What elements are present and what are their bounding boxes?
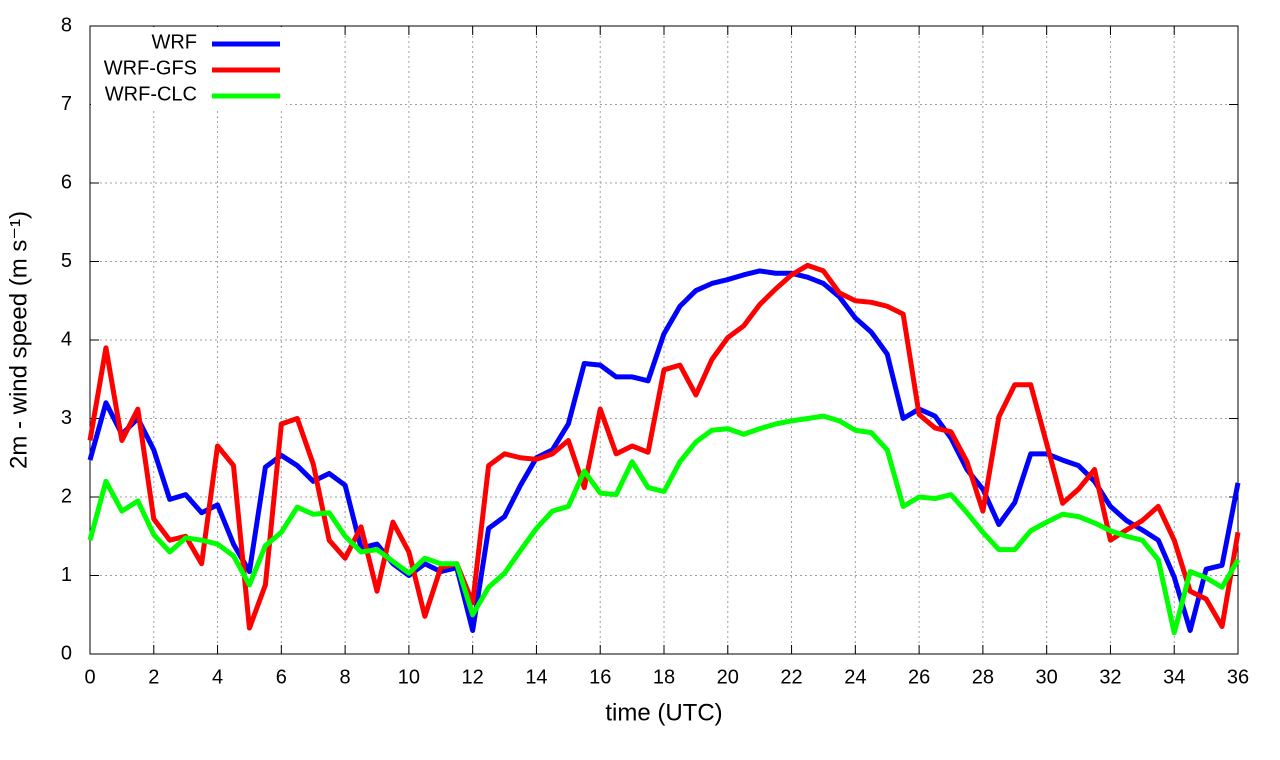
- legend-label: WRF-GFS: [104, 57, 197, 79]
- legend-label: WRF-CLC: [105, 83, 197, 105]
- x-tick-label: 4: [212, 666, 223, 688]
- plot-border: [89, 25, 1239, 655]
- x-tick-label: 30: [1036, 666, 1058, 688]
- y-tick-label: 4: [61, 328, 72, 350]
- x-tick-label: 28: [972, 666, 994, 688]
- x-axis-label: time (UTC): [605, 699, 722, 726]
- x-tick-label: 6: [276, 666, 287, 688]
- legend-label: WRF: [151, 31, 197, 53]
- y-tick-label: 3: [61, 407, 72, 429]
- x-tick-label: 24: [844, 666, 866, 688]
- series-line: [87, 268, 1241, 633]
- x-tick-label: 16: [589, 666, 611, 688]
- y-tick-label: 2: [61, 485, 72, 507]
- x-tick-label: 34: [1163, 666, 1185, 688]
- series-line: [87, 262, 1241, 631]
- y-tick-label: 7: [61, 93, 72, 115]
- x-tick-label: 14: [525, 666, 547, 688]
- y-axis-label: 2m - wind speed (m s⁻¹): [5, 211, 32, 469]
- x-tick-label: 20: [717, 666, 739, 688]
- x-tick-label: 18: [653, 666, 675, 688]
- x-tick-label: 26: [908, 666, 930, 688]
- y-tick-label: 8: [61, 14, 72, 36]
- x-tick-label: 22: [780, 666, 802, 688]
- y-tick-label: 0: [61, 642, 72, 664]
- x-tick-label: 10: [398, 666, 420, 688]
- x-tick-label: 0: [84, 666, 95, 688]
- x-tick-label: 32: [1099, 666, 1121, 688]
- x-tick-label: 8: [340, 666, 351, 688]
- y-tick-label: 1: [61, 564, 72, 586]
- x-tick-label: 2: [148, 666, 159, 688]
- x-tick-label: 12: [462, 666, 484, 688]
- series-line: [87, 413, 1241, 636]
- y-tick-label: 5: [61, 250, 72, 272]
- x-tick-label: 36: [1227, 666, 1249, 688]
- y-tick-label: 6: [61, 171, 72, 193]
